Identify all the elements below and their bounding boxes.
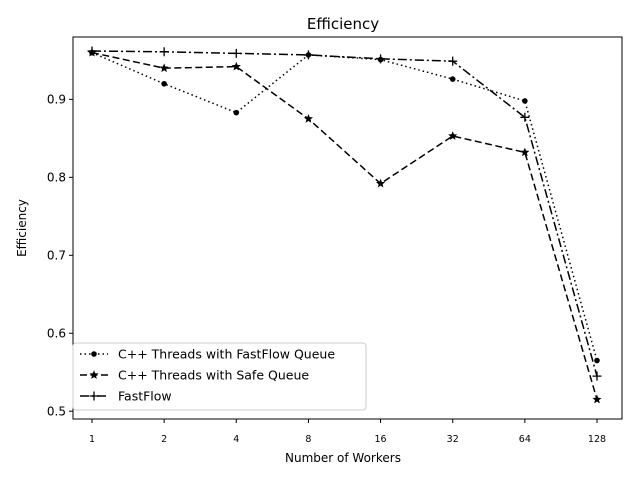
data-point	[594, 357, 600, 364]
legend-marker	[89, 370, 99, 379]
legend-box	[72, 342, 367, 411]
y-tick-label: 0.9	[47, 93, 66, 107]
legend-marker	[91, 351, 97, 357]
data-point	[448, 131, 458, 140]
x-tick-label: 1	[89, 434, 95, 445]
data-point	[592, 371, 602, 381]
plot-area	[72, 36, 623, 420]
data-point	[522, 98, 528, 104]
legend: C++ Threads with FastFlow Queue C++ Threa…	[72, 342, 367, 411]
x-tick-label: 2	[161, 434, 167, 445]
legend-label: C++ Threads with Safe Queue	[118, 368, 309, 383]
data-point	[448, 56, 458, 66]
data-point	[231, 61, 241, 71]
y-tick-label: 0.7	[47, 249, 66, 263]
data-point	[87, 46, 97, 56]
x-axis: 1 2 4 8 16 32 64 128	[89, 419, 606, 445]
data-point	[159, 47, 169, 57]
data-point	[376, 54, 386, 64]
y-axis-label: Efficiency	[15, 199, 29, 257]
data-point	[449, 76, 456, 82]
series-line	[91, 50, 598, 377]
data-point	[233, 109, 240, 116]
x-tick-label: 32	[447, 434, 459, 445]
data-point	[592, 394, 602, 404]
legend-entry: C++ Threads with FastFlow Queue	[80, 347, 335, 362]
data-point	[303, 114, 313, 123]
series-1	[89, 49, 600, 364]
legend-marker	[89, 391, 99, 401]
y-tick-label: 0.8	[47, 171, 66, 185]
axes-frame	[72, 36, 623, 420]
series-layer	[87, 46, 602, 404]
series-line	[91, 51, 598, 400]
x-tick-label: 64	[519, 434, 531, 445]
y-axis: 0.5 0.6 0.7 0.8 0.9	[47, 93, 73, 419]
x-tick-label: 128	[588, 434, 606, 445]
data-point	[520, 112, 530, 122]
data-point	[376, 178, 386, 188]
series-3	[87, 46, 602, 381]
data-point	[520, 147, 530, 157]
x-axis-label: Number of Workers	[285, 451, 401, 465]
y-tick-label: 0.6	[47, 327, 66, 341]
legend-entry: C++ Threads with Safe Queue	[80, 368, 309, 383]
series-line	[91, 51, 598, 361]
legend-entry: FastFlow	[80, 389, 172, 404]
data-point	[231, 48, 241, 58]
legend-label: FastFlow	[118, 389, 172, 404]
chart-title: Efficiency	[307, 15, 379, 33]
x-tick-label: 4	[233, 434, 239, 445]
data-point	[161, 80, 167, 87]
y-tick-label: 0.5	[47, 405, 66, 419]
x-tick-label: 16	[375, 434, 387, 445]
data-point	[159, 63, 169, 73]
x-tick-label: 8	[305, 434, 311, 445]
legend-label: C++ Threads with FastFlow Queue	[118, 347, 335, 362]
data-point	[303, 50, 313, 60]
